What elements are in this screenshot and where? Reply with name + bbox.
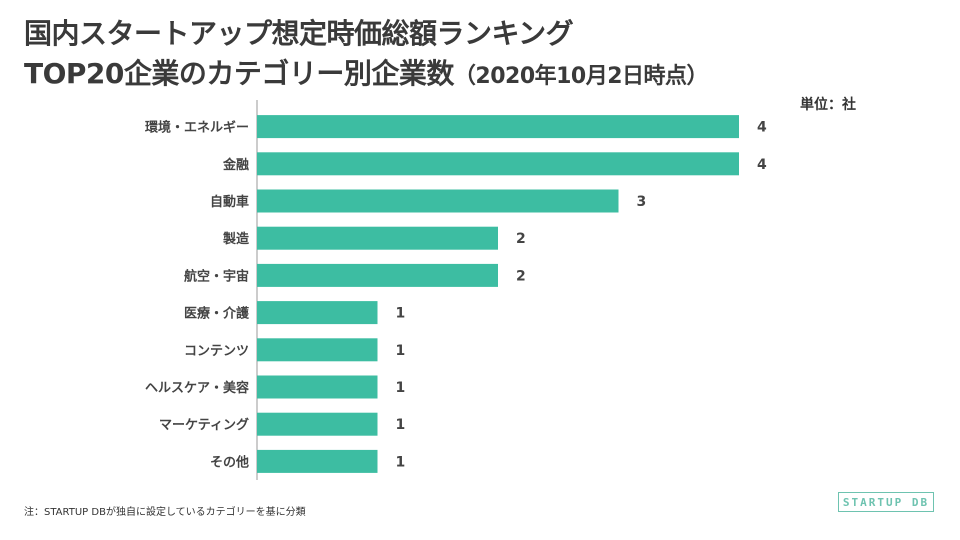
unit-label: 単位：社 [800, 97, 856, 113]
category-label: 航空・宇宙 [184, 268, 249, 284]
value-label: 1 [396, 343, 406, 359]
bar [257, 338, 378, 362]
title-line-2: TOP20企業のカテゴリー別企業数（2020年10月2日時点） [24, 54, 709, 97]
value-label: 2 [516, 231, 526, 247]
value-label: 3 [637, 194, 647, 210]
category-label: その他 [210, 454, 249, 470]
startup-db-logo: STARTUP DB [838, 492, 934, 512]
title-line-2-main: TOP20企業のカテゴリー別企業数 [24, 57, 454, 90]
category-label: 金融 [222, 157, 249, 173]
value-label: 4 [757, 120, 767, 136]
category-label: 環境・エネルギー [145, 120, 249, 136]
value-label: 1 [396, 380, 406, 396]
category-label: コンテンツ [184, 344, 249, 359]
bar [257, 226, 498, 250]
category-label: 自動車 [210, 194, 249, 210]
category-label: マーケティング [159, 417, 249, 433]
bar [257, 152, 739, 176]
chart-title: 国内スタートアップ想定時価総額ランキング TOP20企業のカテゴリー別企業数（2… [24, 14, 709, 97]
bar [257, 412, 378, 436]
title-line-2-date: （2020年10月2日時点） [453, 64, 709, 89]
value-label: 2 [516, 268, 526, 284]
footnote: 注：STARTUP DBが独自に設定しているカテゴリーを基に分類 [24, 507, 306, 518]
bar [257, 115, 739, 139]
value-label: 4 [757, 157, 767, 173]
bar [257, 301, 378, 325]
bar [257, 375, 378, 399]
title-line-1: 国内スタートアップ想定時価総額ランキング [24, 17, 574, 50]
value-label: 1 [396, 417, 406, 433]
bar [257, 263, 498, 287]
category-label: ヘルスケア・美容 [145, 380, 249, 396]
value-label: 1 [396, 306, 406, 322]
value-label: 1 [396, 454, 406, 470]
category-label: 医療・介護 [184, 306, 250, 322]
bar [257, 189, 619, 213]
bar [257, 449, 378, 473]
category-label: 製造 [222, 231, 250, 247]
